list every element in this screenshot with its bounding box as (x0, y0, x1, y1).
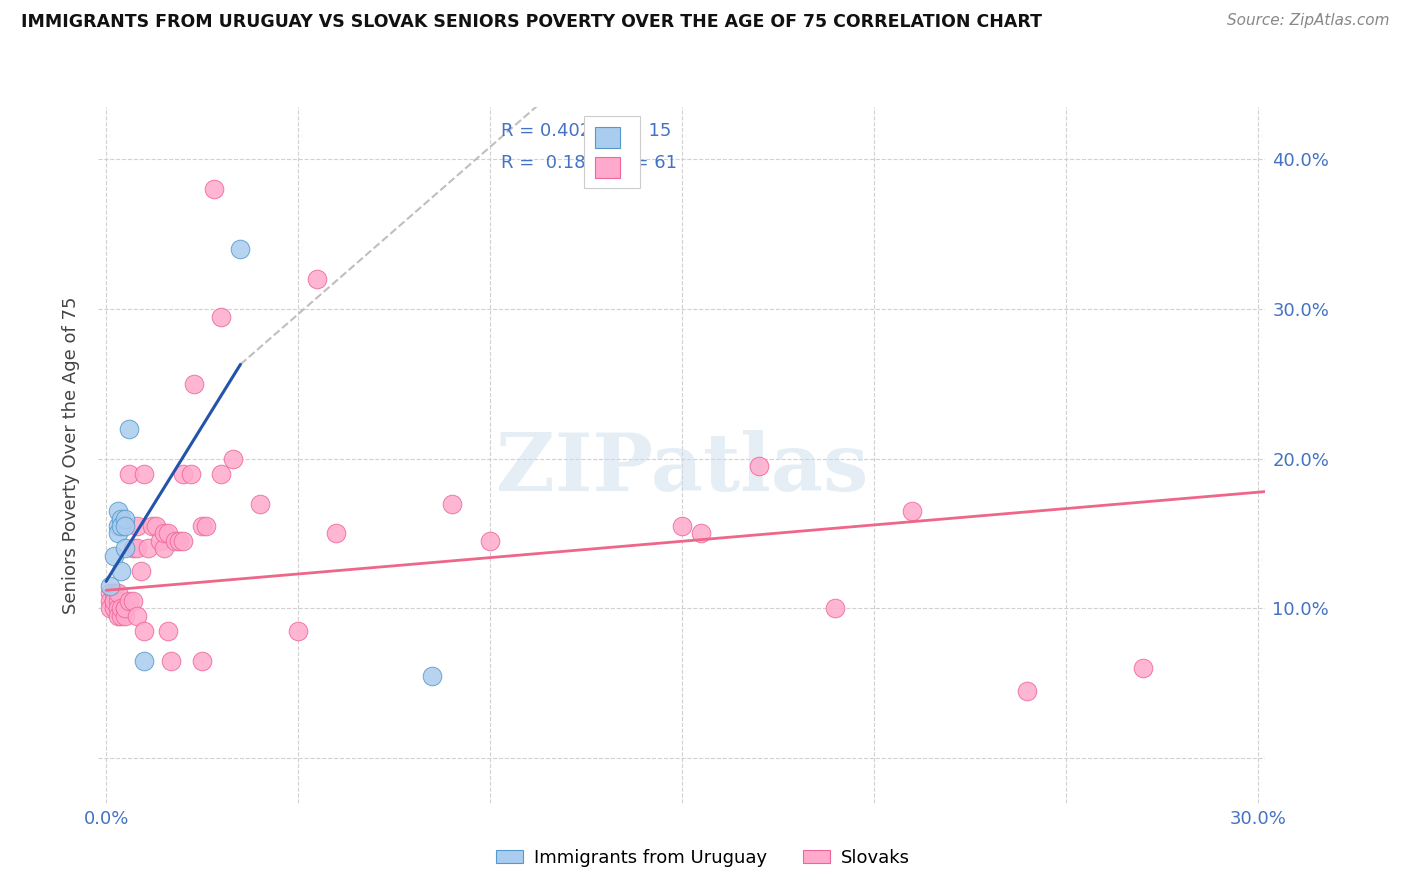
Point (110, 564, 132, 578)
Point (167, 533, 190, 548)
Point (114, 601, 136, 615)
Point (325, 526, 347, 541)
Point (122, 541, 145, 556)
Point (690, 526, 713, 541)
Point (1017, 683, 1039, 698)
Point (110, 519, 132, 533)
Point (125, 541, 148, 556)
Point (141, 519, 163, 533)
Legend: , : , (583, 116, 640, 188)
Point (98, 579, 121, 593)
Point (136, 541, 159, 556)
Point (249, 497, 271, 511)
Point (222, 451, 245, 466)
Point (134, 467, 156, 481)
Point (103, 549, 125, 563)
Text: ZIPatlas: ZIPatlas (496, 430, 868, 508)
Point (107, 608, 129, 623)
Point (107, 526, 129, 541)
Point (103, 586, 125, 600)
Point (98, 601, 121, 615)
Point (152, 526, 174, 541)
Text: IMMIGRANTS FROM URUGUAY VS SLOVAK SENIORS POVERTY OVER THE AGE OF 75 CORRELATION: IMMIGRANTS FROM URUGUAY VS SLOVAK SENIOR… (21, 13, 1042, 31)
Point (172, 533, 194, 548)
Point (183, 376, 205, 391)
Point (748, 459, 770, 474)
Point (440, 497, 463, 511)
Point (209, 310, 232, 324)
Point (209, 467, 232, 481)
Point (103, 594, 125, 608)
Point (307, 272, 329, 286)
Point (1132, 661, 1154, 675)
Point (114, 601, 136, 615)
Point (156, 526, 179, 541)
Point (118, 422, 141, 436)
Point (118, 467, 141, 481)
Point (156, 624, 179, 638)
Point (191, 519, 214, 533)
Point (287, 624, 309, 638)
Point (149, 533, 172, 548)
Point (103, 594, 125, 608)
Point (160, 654, 183, 668)
Text: R =  0.189   N = 61: R = 0.189 N = 61 (501, 153, 678, 171)
Point (107, 504, 129, 518)
Point (114, 541, 136, 556)
Point (129, 564, 152, 578)
Point (152, 541, 174, 556)
Point (180, 467, 202, 481)
Point (107, 519, 129, 533)
Point (478, 533, 501, 548)
Point (122, 594, 145, 608)
Point (110, 601, 132, 615)
Point (103, 601, 125, 615)
Point (172, 467, 194, 481)
Point (134, 654, 156, 668)
Point (110, 511, 132, 525)
Point (901, 504, 924, 518)
Point (671, 519, 693, 533)
Y-axis label: Seniors Poverty Over the Age of 75: Seniors Poverty Over the Age of 75 (62, 296, 80, 614)
Point (824, 601, 846, 615)
Legend: Immigrants from Uruguay, Slovaks: Immigrants from Uruguay, Slovaks (489, 842, 917, 874)
Point (114, 511, 136, 525)
Point (194, 519, 217, 533)
Point (107, 594, 129, 608)
Point (98, 586, 121, 600)
Point (134, 624, 156, 638)
Point (422, 668, 444, 682)
Point (145, 519, 167, 533)
Point (229, 242, 252, 256)
Point (202, 182, 225, 196)
Point (107, 601, 129, 615)
Point (114, 519, 136, 533)
Point (107, 586, 129, 600)
Point (118, 594, 141, 608)
Point (191, 654, 214, 668)
Text: R = 0.402   N = 15: R = 0.402 N = 15 (501, 122, 672, 140)
Point (125, 608, 148, 623)
Text: Source: ZipAtlas.com: Source: ZipAtlas.com (1226, 13, 1389, 29)
Point (98, 594, 121, 608)
Point (125, 519, 148, 533)
Point (110, 608, 132, 623)
Point (114, 608, 136, 623)
Point (165, 533, 187, 548)
